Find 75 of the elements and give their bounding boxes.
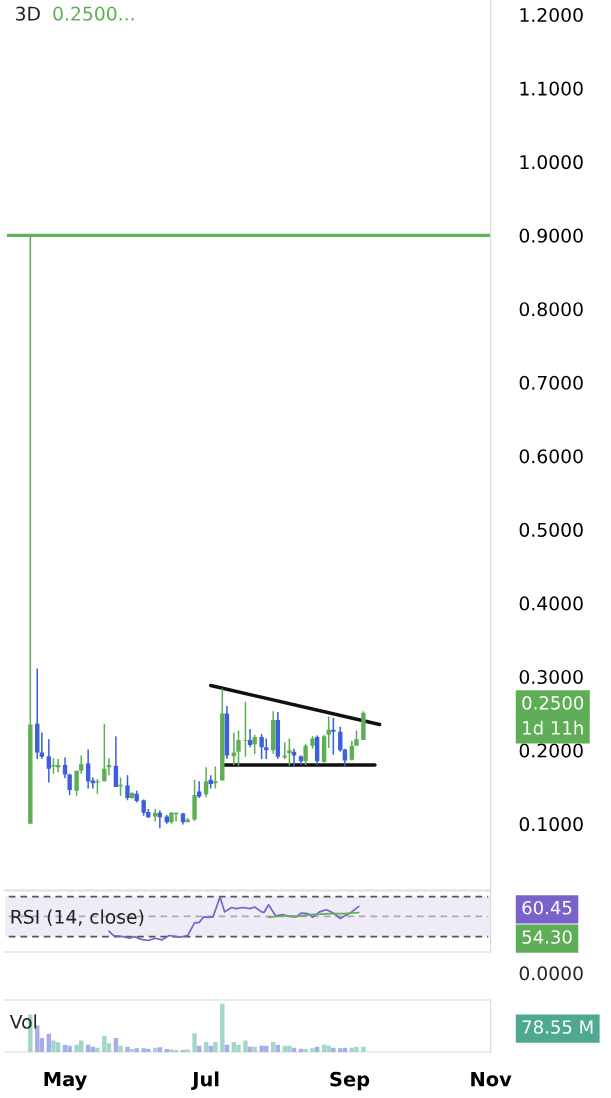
bar [55, 1042, 61, 1052]
y-tick-label: 0.4000 [519, 596, 583, 611]
x-tick-label: Jul [191, 1071, 219, 1091]
bar [118, 1045, 123, 1052]
text: 60.45 [522, 900, 572, 915]
y-tick-label: 0.7000 [519, 375, 583, 390]
candlestick [243, 700, 248, 758]
candlestick [287, 737, 292, 767]
y-tick-label: 0.9000 [519, 228, 583, 243]
bar [243, 1040, 248, 1052]
candlestick [231, 731, 237, 766]
candlestick [331, 717, 336, 756]
bar [95, 1047, 100, 1052]
candlestick [102, 723, 107, 782]
bar [338, 1048, 343, 1052]
bar [169, 1049, 174, 1052]
candlestick [125, 774, 130, 802]
y-tick-label: 0.8000 [519, 302, 583, 317]
bar [134, 1048, 139, 1052]
text: 54.30 [522, 930, 572, 944]
bar [74, 1044, 79, 1052]
bar [46, 1033, 52, 1052]
bar [310, 1048, 315, 1052]
text: 0.0000 [519, 966, 583, 981]
candlestick [349, 739, 355, 762]
candlestick [213, 765, 218, 790]
bar [354, 1046, 359, 1052]
bar [113, 1038, 119, 1052]
candlestick [264, 737, 269, 760]
bar [102, 1036, 107, 1052]
x-tick-label: Nov [471, 1072, 512, 1087]
bar [361, 1046, 366, 1052]
annotation: RSI (14, close) [11, 909, 144, 927]
y-tick-label: 1.0000 [520, 155, 583, 170]
bar [203, 1041, 209, 1052]
candlestick [303, 742, 308, 766]
candlestick [203, 766, 209, 799]
candlestick [236, 729, 241, 767]
bar [220, 1003, 225, 1052]
candlestick [85, 748, 91, 790]
bar [129, 1049, 135, 1052]
y-tick-label: 1.1000 [520, 81, 583, 96]
y-tick-label: 1.2000 [520, 7, 583, 23]
y-tick-label: 0.6000 [519, 449, 583, 464]
text: 78.55 M [522, 1020, 593, 1034]
bar [192, 1033, 197, 1052]
bar [213, 1041, 218, 1052]
bar [67, 1045, 72, 1052]
candlestick [259, 733, 264, 760]
x-tick-label: Sep [330, 1071, 370, 1091]
y-tick-label: 0.1000 [519, 817, 583, 832]
bar [287, 1045, 292, 1052]
bar [303, 1049, 308, 1052]
bar [164, 1049, 169, 1052]
y-tick-label: 0.2000 [519, 743, 583, 758]
bar [157, 1047, 163, 1052]
bar [125, 1046, 130, 1052]
bar [185, 1049, 190, 1052]
text: 0.2500 [522, 695, 584, 710]
bar [236, 1044, 241, 1052]
y-tick-label: 0.3000 [519, 669, 583, 685]
text: 1d 11h [523, 720, 583, 735]
y-tick-label: 0.5000 [519, 522, 583, 537]
bar [271, 1041, 276, 1052]
bar [51, 1040, 56, 1052]
candlestick [46, 738, 52, 784]
bar [231, 1041, 237, 1052]
chart-title: 3D [16, 6, 40, 21]
candlestick [39, 731, 45, 760]
bar [259, 1045, 264, 1052]
bar [141, 1048, 146, 1052]
bar [331, 1047, 336, 1052]
x-tick-label: May [44, 1071, 87, 1091]
annotation: 0.2500... [53, 6, 134, 21]
annotation: Vol [9, 1014, 37, 1029]
